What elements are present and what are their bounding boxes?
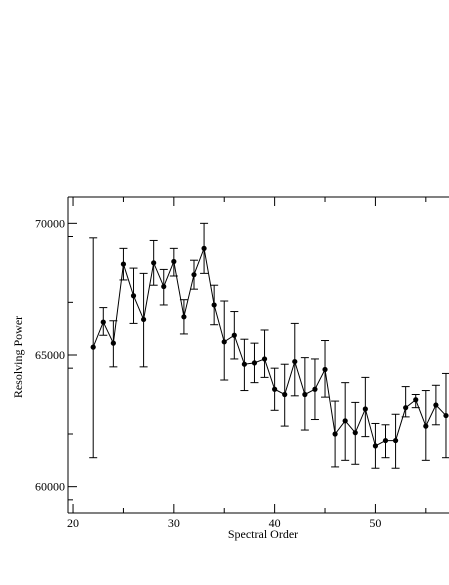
data-point [392, 437, 399, 444]
data-point [181, 314, 187, 320]
data-point [423, 423, 429, 429]
data-point [130, 293, 137, 299]
axis-ticks: 20 30 40 50 60000 65000 70000 [35, 197, 427, 530]
data-points [90, 245, 449, 449]
data-point [272, 386, 278, 392]
data-point [332, 431, 338, 437]
series-line [92, 246, 447, 447]
data-point [171, 258, 177, 265]
data-point [433, 402, 439, 408]
axis-labels: Spectral Order Resolving Power [11, 316, 298, 541]
data-point [382, 437, 389, 444]
data-point [403, 405, 409, 411]
data-point [302, 391, 308, 398]
data-point [342, 418, 348, 424]
data-point [241, 361, 247, 367]
data-point [443, 412, 449, 419]
data-point [261, 356, 268, 362]
x-axis-label: Spectral Order [228, 527, 298, 541]
y-tick-label: 60000 [35, 480, 65, 494]
data-point [191, 272, 197, 278]
data-point [120, 261, 127, 267]
data-point [201, 245, 207, 251]
data-point [231, 332, 237, 338]
y-tick-label: 65000 [35, 348, 65, 362]
series-line-group [92, 246, 447, 447]
error-bars [89, 222, 449, 469]
data-point [352, 430, 358, 436]
data-point [312, 386, 318, 392]
data-point [140, 316, 147, 323]
data-point [100, 319, 106, 325]
data-point [151, 260, 157, 266]
data-point [211, 302, 217, 308]
data-point [251, 360, 258, 366]
plot-frame [67, 196, 449, 514]
data-point [221, 339, 227, 345]
data-point [413, 397, 419, 403]
x-tick-label: 40 [269, 516, 281, 530]
x-tick-label: 30 [168, 516, 180, 530]
x-tick-label: 50 [369, 516, 381, 530]
data-point [292, 358, 298, 365]
y-tick-label: 70000 [35, 216, 65, 230]
data-point [282, 391, 288, 398]
data-point [372, 443, 379, 449]
y-axis-label: Resolving Power [11, 316, 25, 398]
data-point [362, 406, 368, 412]
x-tick-label: 20 [67, 516, 79, 530]
data-point [90, 344, 96, 350]
data-point [161, 283, 167, 290]
data-point [322, 366, 328, 373]
data-point [110, 340, 116, 346]
